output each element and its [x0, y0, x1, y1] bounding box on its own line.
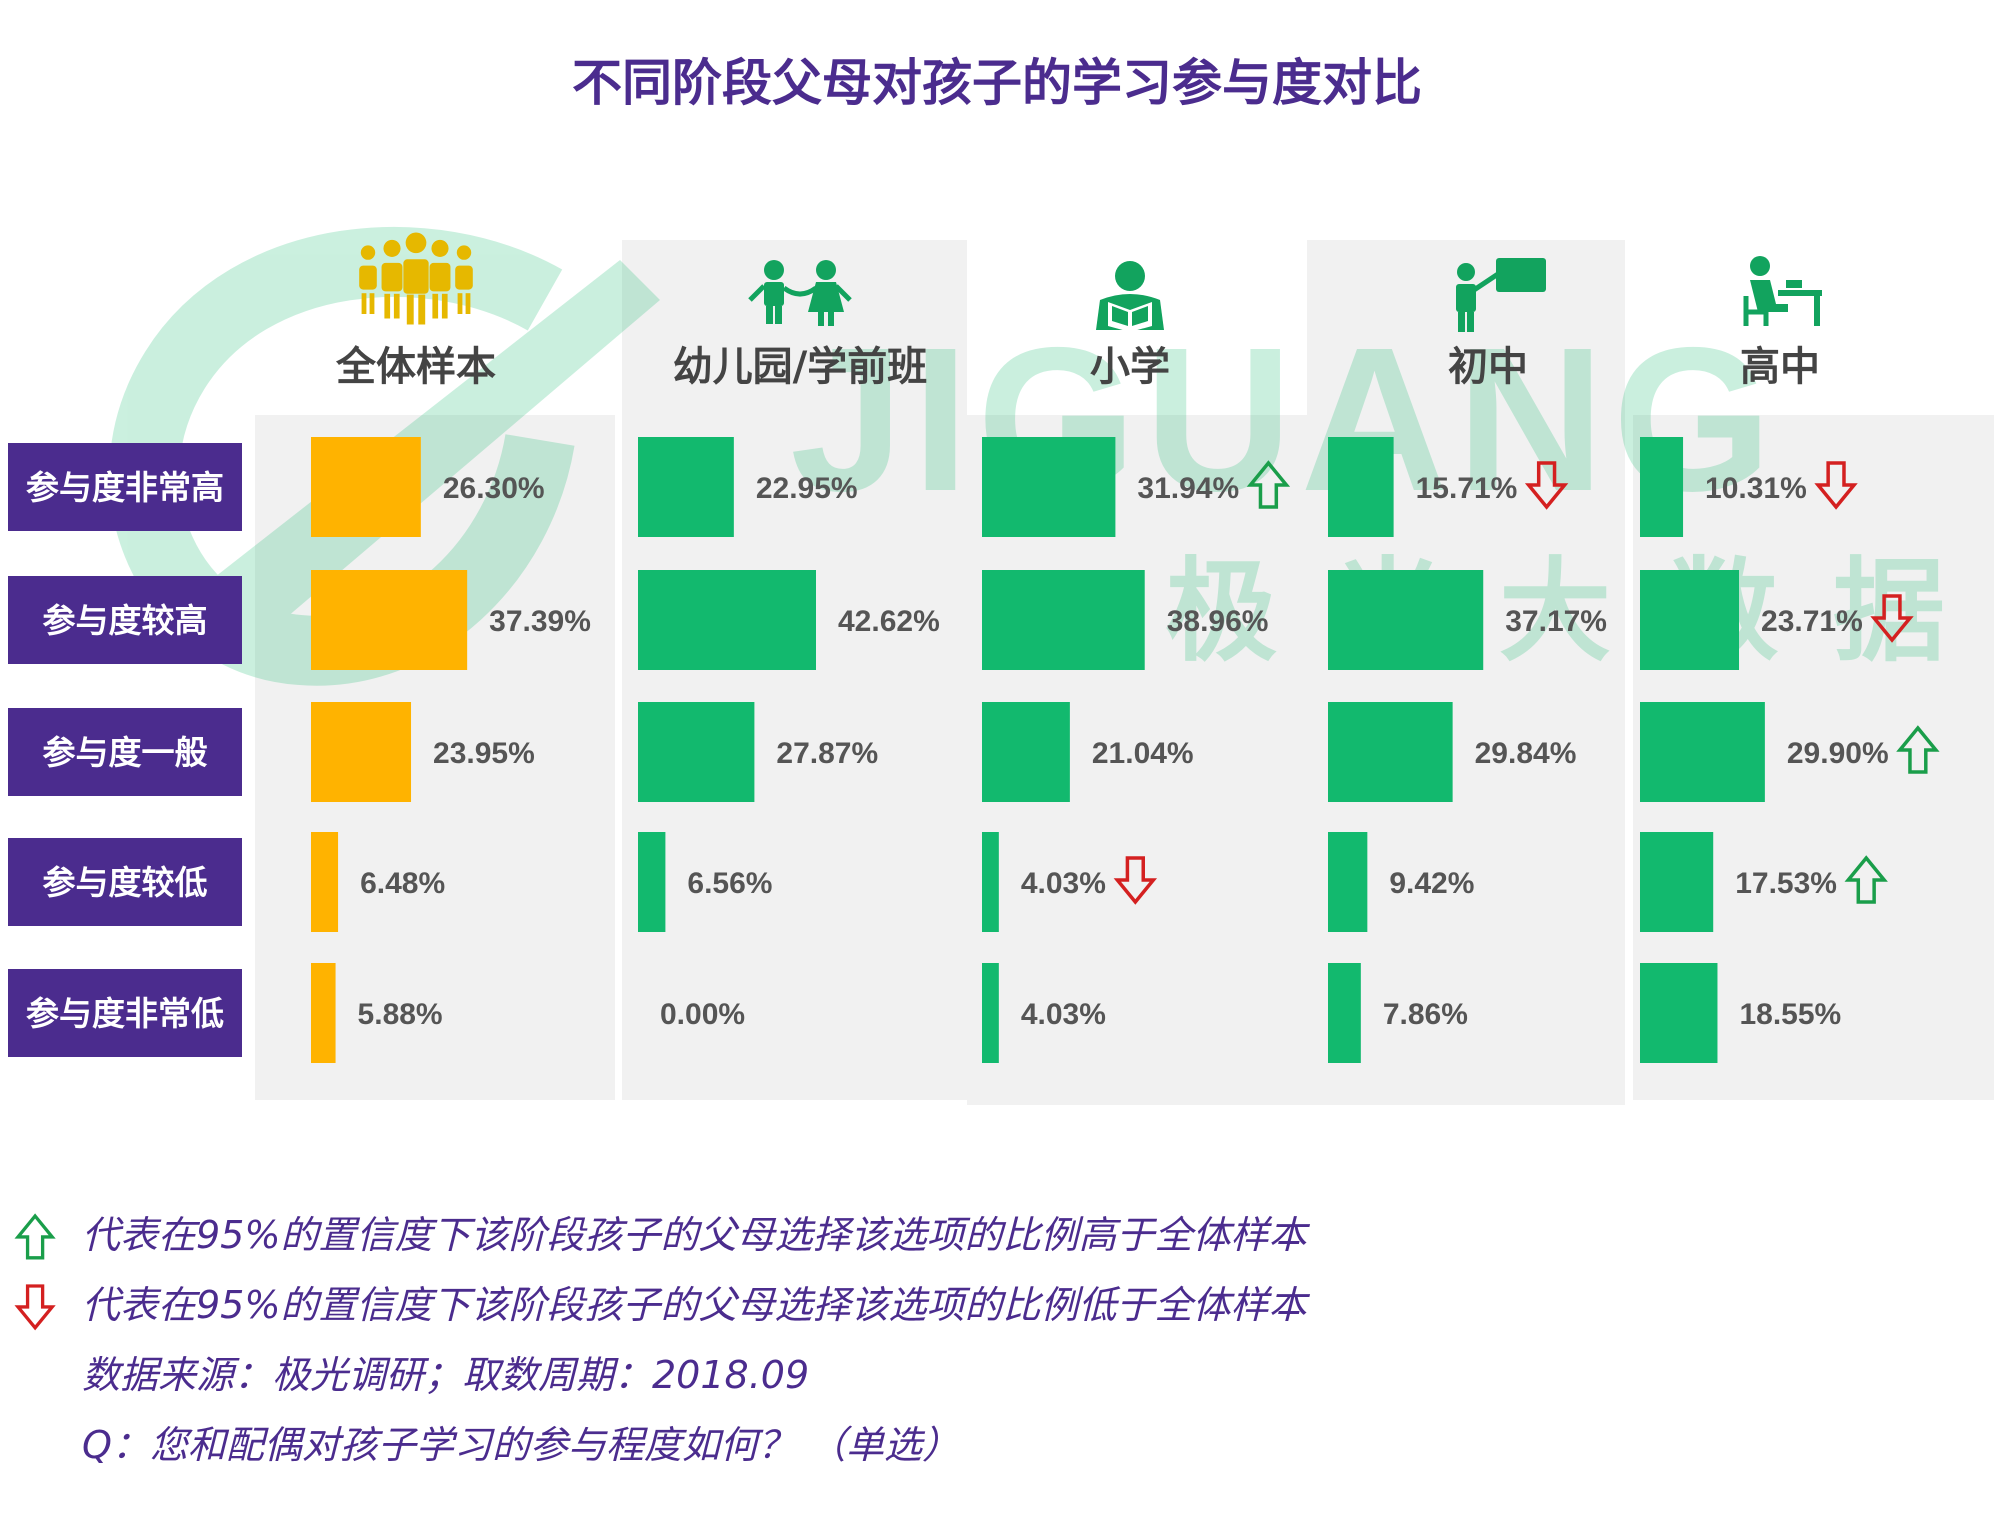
up-arrow-icon: [1896, 725, 1940, 774]
data-label: 42.62%: [838, 605, 940, 638]
bar: [311, 437, 421, 537]
bar: [311, 963, 336, 1063]
category-label: 参与度一般: [43, 733, 208, 772]
bar-groups: 26.30% 37.39% 23.95% 6.48% 5.88% 22.95% 42.62%…: [311, 437, 1940, 1063]
category-label: 参与度较低: [43, 863, 208, 902]
bar: [1640, 437, 1684, 537]
watermark-tagline: 极光大数据: [1165, 547, 1994, 677]
question-note: Q：您和配偶对孩子学习的参与程度如何？ （单选）: [82, 1423, 960, 1467]
data-label: 4.03%: [1021, 867, 1106, 900]
bar: [311, 570, 468, 670]
column-header: 幼儿园/学前班: [673, 344, 928, 390]
data-label: 23.95%: [433, 737, 535, 770]
category-label-bg: [8, 969, 242, 1057]
chart-title: 不同阶段父母对孩子的学习参与度对比: [572, 54, 1422, 112]
data-label: 18.55%: [1739, 998, 1841, 1031]
column-header: 初中: [1448, 344, 1528, 390]
data-label: 5.88%: [358, 998, 443, 1031]
data-label: 22.95%: [756, 472, 858, 505]
category-label-bg: [8, 838, 242, 926]
data-label: 17.53%: [1735, 867, 1837, 900]
series-5: 10.31% 23.71% 29.90% 17.53% 18.55%: [1640, 437, 1940, 1063]
bar: [1328, 570, 1484, 670]
up-arrow-icon: [1246, 460, 1291, 509]
up-arrow-icon: [1844, 855, 1888, 904]
bar: [982, 437, 1116, 537]
legend-down-arrow-shape: [14, 1284, 56, 1331]
data-label: 26.30%: [443, 472, 545, 505]
series-2: 22.95% 42.62% 27.87% 6.56% 0.00%: [638, 437, 940, 1031]
data-label: 9.42%: [1389, 867, 1474, 900]
bar: [638, 702, 755, 802]
bar: [638, 570, 816, 670]
category-label-bg: [8, 443, 242, 531]
bar: [311, 832, 339, 932]
category-label-bg: [8, 576, 242, 664]
data-label: 38.96%: [1167, 605, 1269, 638]
bar: [1328, 963, 1361, 1063]
bar: [1328, 702, 1453, 802]
bar: [982, 702, 1070, 802]
data-label: 21.04%: [1092, 737, 1194, 770]
down-arrow-icon: [1870, 594, 1914, 643]
series-3: 31.94% 38.96% 21.04% 4.03% 4.03%: [982, 437, 1291, 1063]
data-label: 6.56%: [687, 867, 772, 900]
data-label: 29.84%: [1475, 737, 1577, 770]
series-1: 26.30% 37.39% 23.95% 6.48% 5.88%: [311, 437, 591, 1063]
legend-down-text: 代表在95%的置信度下该阶段孩子的父母选择该选项的比例低于全体样本: [82, 1283, 1310, 1327]
children-icon: [748, 260, 852, 326]
column-header: 全体样本: [335, 344, 496, 390]
series-4: 15.71% 37.17% 29.84% 9.42% 7.86%: [1328, 437, 1607, 1063]
down-arrow-icon: [1524, 461, 1569, 510]
down-arrow-icon: [1814, 461, 1858, 510]
bar: [638, 437, 734, 537]
reading-student-icon: [1096, 261, 1164, 332]
people-group-icon: [359, 232, 473, 325]
watermark-brand: JIGUANG: [790, 305, 1780, 534]
bar: [1640, 832, 1714, 932]
legend-down-arrow-icon: [14, 1284, 56, 1331]
bar: [1328, 437, 1394, 537]
bar: [638, 832, 666, 932]
column-header: 小学: [1090, 344, 1170, 390]
data-label: 10.31%: [1705, 472, 1807, 505]
legend-up-text: 代表在95%的置信度下该阶段孩子的父母选择该选项的比例高于全体样本: [82, 1213, 1310, 1257]
legend-up-arrow-icon: [14, 1213, 56, 1260]
data-label: 37.39%: [489, 605, 591, 638]
bar: [982, 570, 1145, 670]
category-label: 参与度非常低: [26, 994, 224, 1033]
category-label: 参与度较高: [43, 601, 208, 640]
column-header: 高中: [1740, 344, 1820, 390]
data-label: 23.71%: [1761, 605, 1863, 638]
bar: [982, 832, 999, 932]
data-label: 27.87%: [776, 737, 878, 770]
data-label: 6.48%: [360, 867, 445, 900]
teacher-board-icon: [1456, 258, 1546, 332]
legend-up-arrow-shape: [14, 1213, 56, 1260]
bar: [1328, 832, 1368, 932]
data-label: 31.94%: [1137, 472, 1239, 505]
data-label: 37.17%: [1505, 605, 1607, 638]
bar: [1640, 702, 1765, 802]
data-label: 0.00%: [660, 998, 745, 1031]
legend-notes: 代表在95%的置信度下该阶段孩子的父母选择该选项的比例高于全体样本 代表在95%…: [14, 1213, 1310, 1467]
desk-student-icon: [1743, 256, 1822, 326]
bar: [311, 702, 412, 802]
bar: [982, 963, 999, 1063]
data-label: 15.71%: [1416, 472, 1518, 505]
category-label-bg: [8, 708, 242, 796]
source-note: 数据来源：极光调研；取数周期：2018.09: [82, 1353, 809, 1397]
column-bg-4: [1307, 240, 1625, 1105]
bar: [1640, 963, 1718, 1063]
data-label: 7.86%: [1383, 998, 1468, 1031]
bar: [1640, 570, 1740, 670]
down-arrow-icon: [1113, 856, 1158, 905]
category-label: 参与度非常高: [26, 468, 224, 507]
data-label: 29.90%: [1787, 737, 1889, 770]
data-label: 4.03%: [1021, 998, 1106, 1031]
column-headers: 全体样本 幼儿园/学前班 小学 初中 高中: [335, 232, 1822, 390]
